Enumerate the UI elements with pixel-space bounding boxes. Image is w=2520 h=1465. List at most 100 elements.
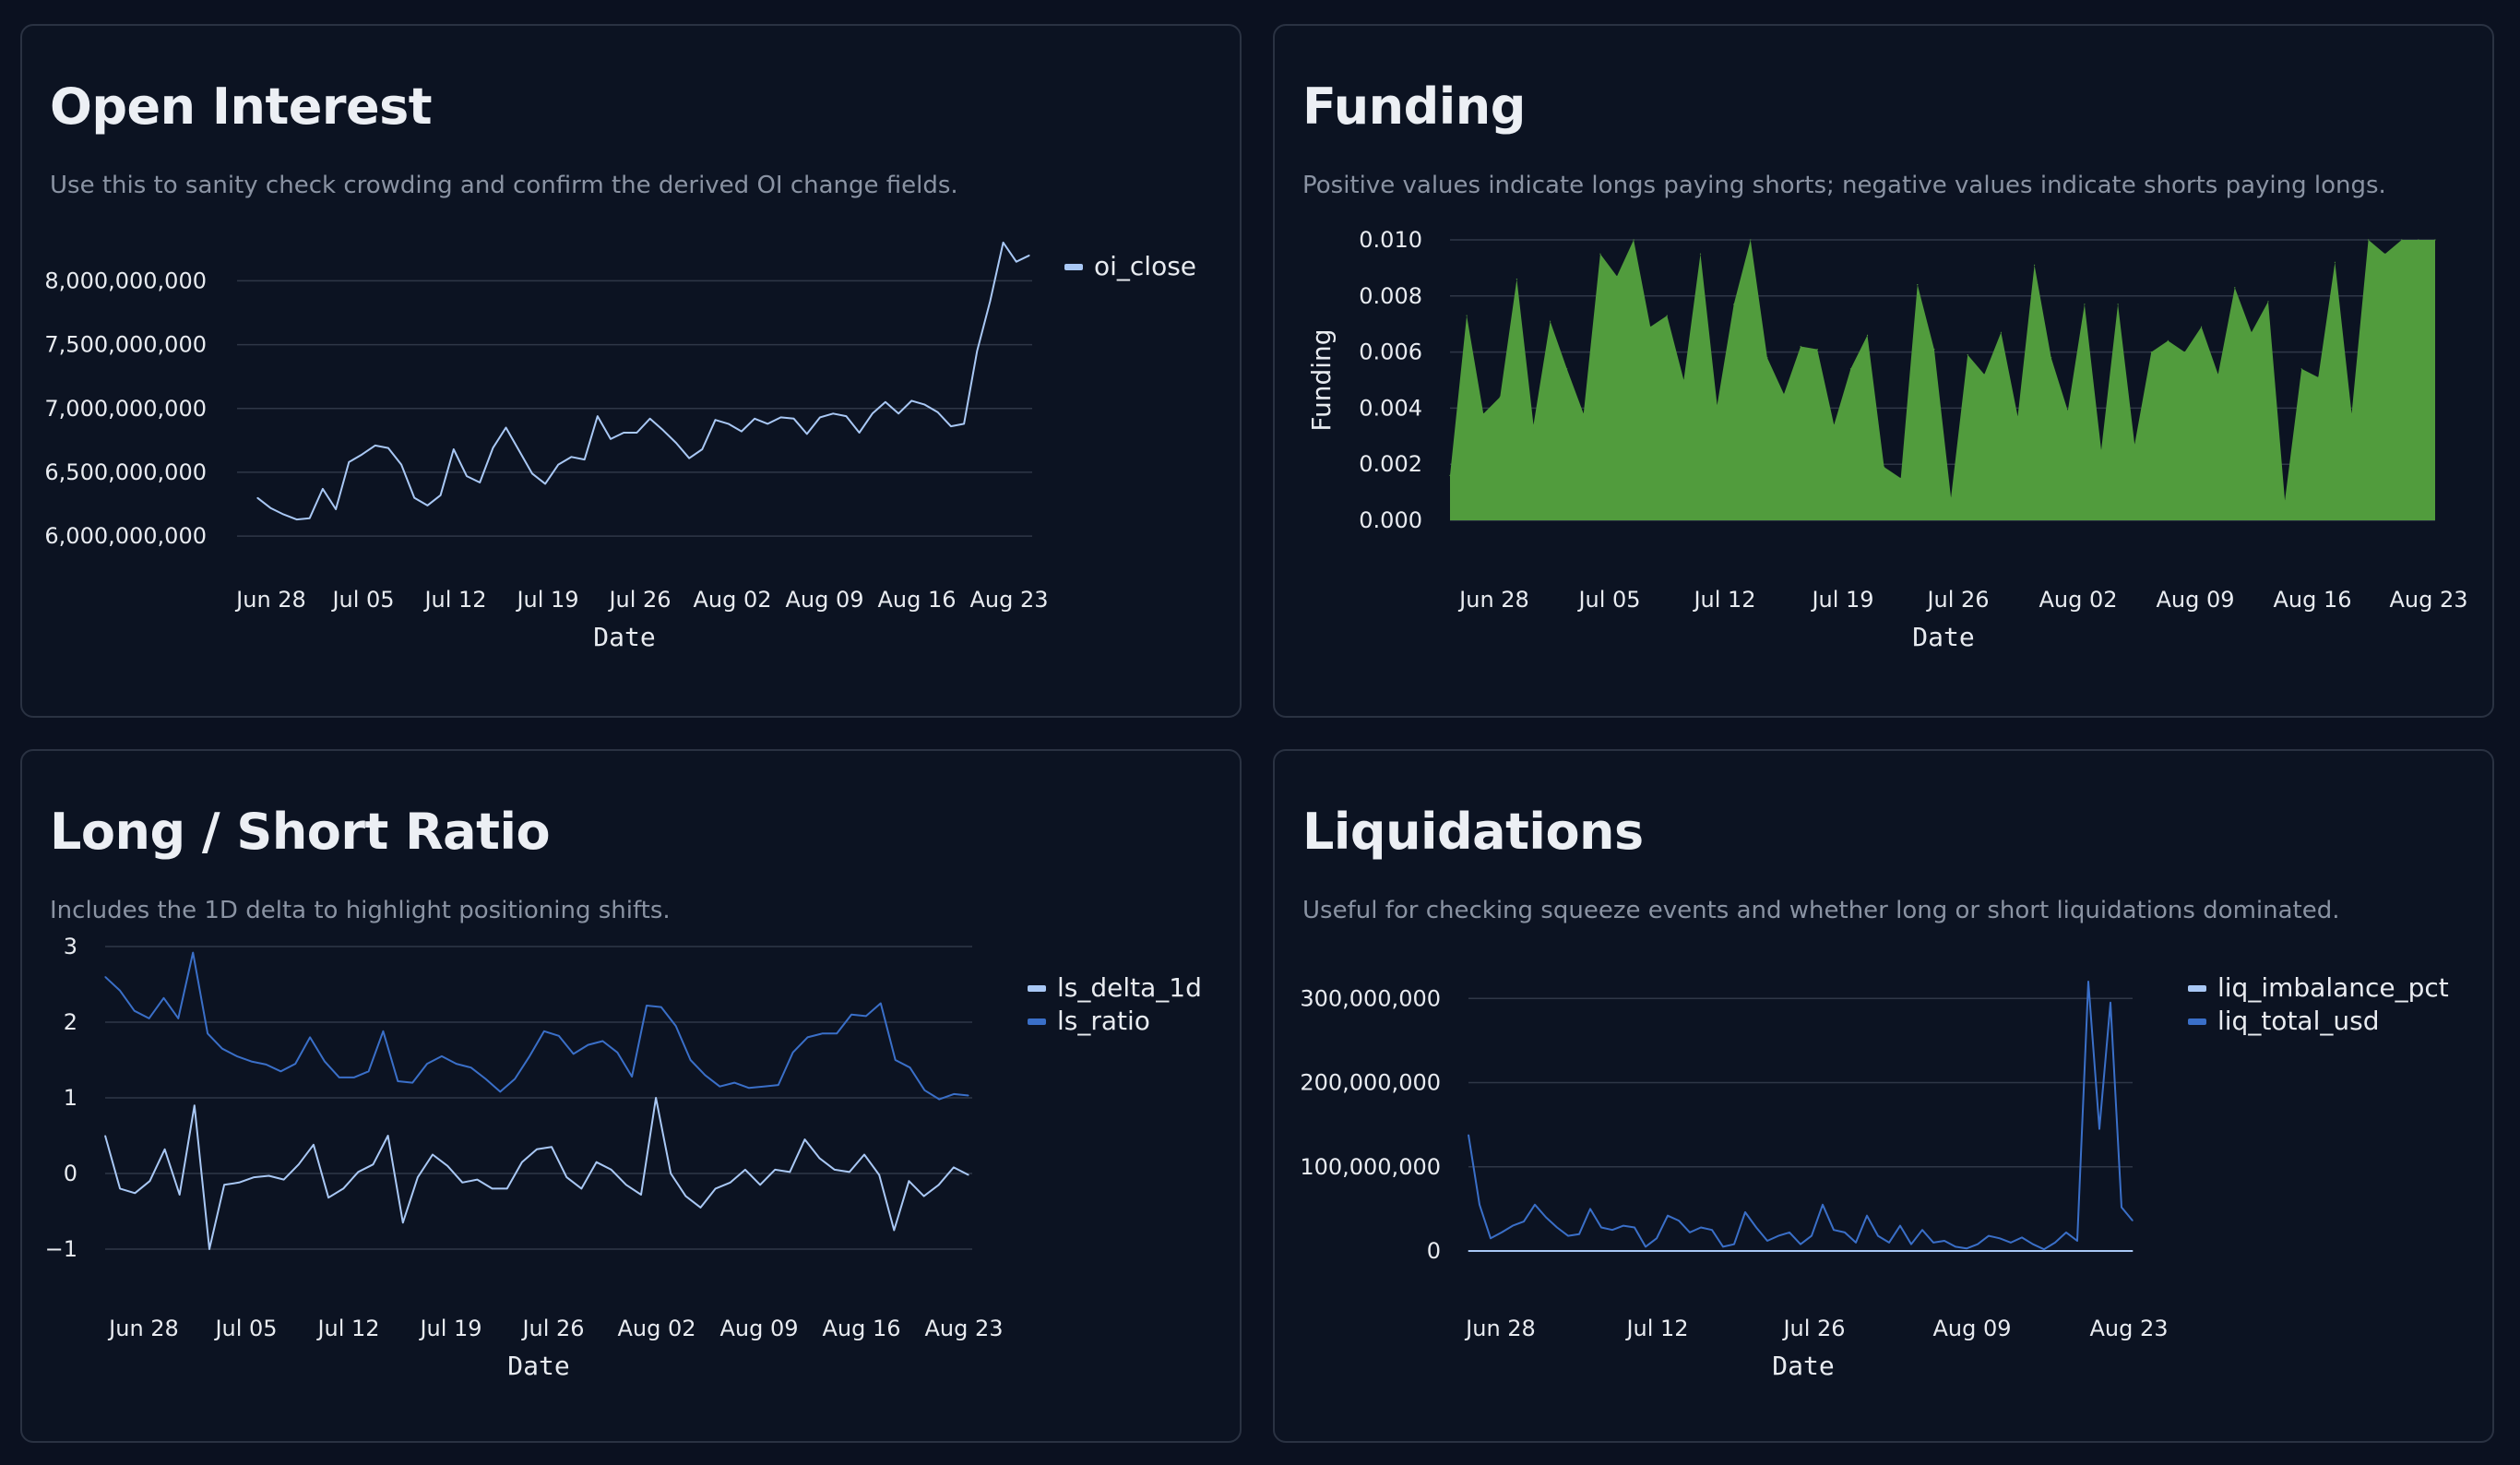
data-point — [640, 1194, 642, 1196]
data-point — [2234, 287, 2236, 289]
data-point — [283, 1179, 285, 1181]
x-tick-label: Aug 23 — [924, 1316, 1003, 1341]
data-point — [446, 1165, 448, 1167]
data-point — [1599, 253, 1601, 255]
data-point — [953, 1093, 955, 1095]
data-point — [580, 1187, 583, 1189]
data-point — [1966, 1247, 1967, 1249]
x-axis-title: Date — [507, 1351, 569, 1381]
data-point — [601, 1040, 604, 1042]
legend-swatch — [1064, 264, 1083, 270]
data-point — [324, 1061, 326, 1063]
data-point — [893, 1229, 895, 1232]
data-point — [2300, 368, 2302, 370]
data-point — [2183, 351, 2186, 353]
data-point — [251, 1061, 253, 1063]
data-point — [1580, 1250, 1582, 1252]
data-point — [1501, 1232, 1503, 1233]
y-tick-label: 100,000,000 — [1300, 1154, 1441, 1180]
data-point — [1717, 404, 1718, 406]
data-point — [792, 1052, 794, 1054]
data-point — [741, 431, 743, 433]
data-point — [597, 415, 599, 417]
data-point — [253, 1176, 255, 1178]
open-interest-chart[interactable]: 6,000,000,000 6,500,000,000 7,000,000,000 7… — [22, 26, 1243, 720]
data-point — [1490, 1237, 1492, 1239]
data-point — [544, 482, 546, 484]
x-tick-label: Aug 23 — [2089, 1316, 2168, 1341]
data-point — [968, 1174, 969, 1176]
data-point — [348, 461, 350, 463]
data-point — [728, 423, 730, 424]
data-point — [1516, 279, 1517, 280]
x-tick-label: Jul 12 — [422, 587, 486, 613]
data-point — [1003, 242, 1004, 244]
x-tick-label: Aug 09 — [785, 587, 863, 613]
y-tick-label: 300,000,000 — [1300, 985, 1441, 1011]
data-point — [2075, 1250, 2077, 1252]
data-point — [845, 415, 848, 417]
data-point — [2134, 444, 2135, 446]
long-short-ratio-chart[interactable]: −1 0 1 2 3 Jun 28 Jul 05 Jul 12 Jul 19 Jul 26 Aug … — [22, 751, 1243, 1445]
data-point — [895, 1059, 897, 1061]
data-point — [701, 448, 703, 450]
data-point — [1822, 1204, 1824, 1206]
data-point — [1755, 1226, 1757, 1229]
card-title: Liquidations — [1302, 803, 1644, 861]
x-tick-label: Jun 28 — [1464, 1316, 1536, 1341]
data-point — [803, 1138, 806, 1140]
data-point — [2350, 412, 2353, 415]
data-point — [2121, 1250, 2122, 1252]
data-point — [192, 952, 194, 954]
data-point — [1918, 1250, 1920, 1252]
data-point — [1783, 1250, 1785, 1252]
series-line-liq-total-usd — [1468, 981, 2134, 1251]
data-point — [1482, 412, 1484, 415]
data-point — [2284, 500, 2286, 502]
data-point — [1771, 1250, 1774, 1252]
data-point — [611, 1169, 612, 1171]
data-point — [1766, 1240, 1768, 1242]
data-point — [1523, 1221, 1525, 1222]
data-point — [1929, 1250, 1931, 1252]
liquidations-chart[interactable]: 0 100,000,000 200,000,000 300,000,000 Jun 28… — [1275, 751, 2496, 1445]
data-point — [832, 412, 834, 414]
data-point — [963, 423, 965, 424]
data-point — [104, 976, 106, 978]
data-point — [411, 1082, 413, 1084]
data-point — [938, 1099, 940, 1101]
funding-chart[interactable]: 0.000 0.002 0.004 0.006 0.008 0.010 Jun 28 Jul … — [1275, 26, 2496, 720]
x-tick-label: Aug 23 — [2389, 587, 2467, 613]
data-point — [767, 423, 768, 424]
data-point — [1907, 1250, 1908, 1252]
data-point — [1917, 284, 1919, 286]
data-point — [910, 399, 912, 401]
data-point — [476, 1179, 478, 1181]
y-tick-label: 1 — [64, 1085, 77, 1111]
data-point — [565, 1176, 567, 1178]
data-point — [763, 1086, 765, 1088]
data-point — [282, 514, 284, 516]
data-point — [313, 1144, 315, 1146]
data-point — [714, 419, 717, 421]
data-point — [885, 401, 886, 403]
x-axis-title: Date — [1912, 622, 1974, 652]
data-point — [1715, 1250, 1718, 1252]
data-point — [1997, 1250, 1999, 1252]
data-point — [863, 1153, 865, 1156]
data-point — [400, 464, 402, 466]
data-point — [134, 1010, 136, 1012]
data-point — [1700, 1226, 1702, 1229]
data-point — [584, 459, 586, 460]
x-tick-label: Jun 28 — [1457, 587, 1529, 613]
data-point — [1738, 1250, 1740, 1252]
data-point — [1849, 368, 1851, 370]
x-tick-label: Aug 23 — [969, 587, 1048, 613]
data-point — [2065, 1232, 2067, 1233]
data-point — [1805, 1250, 1807, 1252]
data-point — [774, 1169, 776, 1171]
data-point — [1943, 1240, 1945, 1242]
data-point — [357, 1171, 359, 1173]
x-tick-label: Aug 02 — [2039, 587, 2117, 613]
y-tick-label: 0.006 — [1359, 339, 1422, 365]
